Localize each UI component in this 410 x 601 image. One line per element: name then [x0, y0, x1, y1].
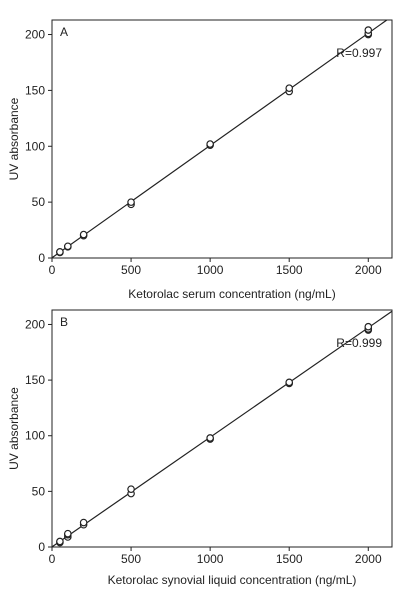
x-tick-label: 2000 — [355, 263, 382, 277]
y-tick-label: 0 — [38, 540, 45, 554]
regression-line — [51, 19, 388, 259]
x-tick-label: 500 — [121, 263, 141, 277]
panel-label: B — [60, 315, 68, 329]
panel-b: 0 500 1000 1500 2000 0 50 100 150 200 B R=0.999 Keto… — [7, 309, 393, 587]
panel-label: A — [60, 25, 68, 39]
data-point — [79, 230, 88, 239]
panel-a: 0 500 1000 1500 2000 0 50 100 150 200 A R=0.997 Keto… — [7, 19, 393, 301]
data-point — [206, 434, 214, 442]
data-point — [79, 518, 88, 527]
x-tick-label: 1500 — [276, 263, 303, 277]
y-axis-title: UV absorbance — [7, 97, 21, 180]
data-point — [64, 242, 72, 251]
plot-frame — [51, 19, 393, 259]
x-tick-label: 500 — [121, 552, 141, 566]
y-tick-label: 200 — [25, 317, 45, 331]
data-point — [206, 140, 214, 148]
data-point — [56, 248, 64, 256]
y-tick-label: 150 — [25, 373, 45, 387]
x-tick-label: 1000 — [197, 263, 224, 277]
correlation-annotation: R=0.999 — [336, 336, 382, 350]
data-point — [127, 198, 135, 206]
y-tick-label: 50 — [32, 484, 46, 498]
correlation-annotation: R=0.997 — [336, 46, 382, 60]
x-tick-label: 0 — [49, 263, 56, 277]
y-tick-label: 150 — [25, 83, 45, 97]
y-tick-label: 100 — [25, 429, 45, 443]
data-point — [64, 529, 72, 538]
data-point — [364, 26, 373, 34]
y-tick-label: 50 — [32, 195, 46, 209]
y-tick-label: 0 — [38, 251, 45, 265]
x-tick-label: 1500 — [276, 552, 303, 566]
data-point — [285, 378, 294, 387]
regression-line — [51, 310, 393, 548]
data-point — [364, 322, 373, 331]
plot-frame — [51, 309, 393, 548]
y-tick-label: 200 — [25, 28, 45, 42]
x-tick-label: 2000 — [355, 552, 382, 566]
data-point — [127, 485, 135, 493]
x-tick-label: 1000 — [197, 552, 224, 566]
y-tick-label: 100 — [25, 139, 45, 153]
x-axis-title: Ketorolac serum concentration (ng/mL) — [128, 287, 335, 301]
y-axis-title: UV absorbance — [7, 387, 21, 470]
data-point — [285, 84, 294, 92]
x-tick-label: 0 — [49, 552, 56, 566]
x-axis-title: Ketorolac synovial liquid concentration … — [108, 573, 357, 587]
data-point — [56, 537, 64, 546]
